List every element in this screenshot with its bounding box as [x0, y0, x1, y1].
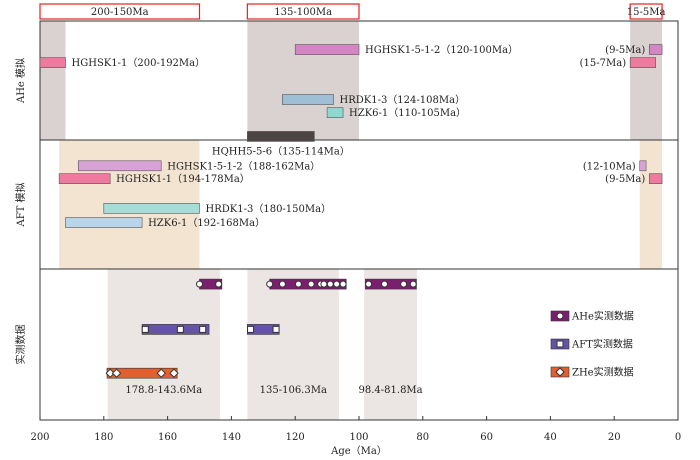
observed-data: 178.8-143.6Ma 135-106.3Ma 98.4-81.8Ma: [105, 278, 423, 396]
model-bar: [648, 173, 663, 184]
period-label: 200-150Ma: [91, 7, 149, 18]
data-point-circle: [339, 280, 347, 288]
legend: AHe实测数据 AFT实测数据 ZHe实测数据: [550, 310, 634, 379]
shaded-band: [639, 140, 663, 269]
legend-label: AFT实测数据: [571, 338, 633, 351]
shaded-band: [40, 21, 66, 140]
tick-label: 140: [222, 432, 241, 443]
data-point-circle: [326, 280, 334, 288]
model-bar: [103, 203, 200, 214]
period-label: 135-100Ma: [274, 7, 332, 18]
model-label: HRDK1-3（124-108Ma）: [339, 94, 465, 106]
model-label: (9-5Ma): [605, 174, 645, 185]
period-box: [246, 3, 360, 20]
period-headers: 200-150Ma 135-100Ma 15-5Ma: [39, 3, 666, 20]
panel-label: AFT 模拟: [14, 182, 27, 227]
data-point-diamond: [111, 368, 122, 378]
tick-label: 80: [416, 432, 429, 443]
data-point-circle: [556, 312, 564, 320]
model-bars: HGHSK1-1（200-192Ma） HGHSK1-5-1-2（120-100M…: [39, 44, 663, 229]
data-point-circle: [333, 280, 341, 288]
model-label: HZK6-1（192-168Ma）: [148, 217, 265, 229]
model-bar: [58, 173, 111, 184]
observed-bar: [365, 278, 417, 290]
data-point-square: [556, 340, 564, 348]
period-box: [629, 3, 663, 20]
panel-label: AHe 模拟: [14, 58, 27, 104]
shaded-band: [364, 269, 418, 420]
data-point-circle: [196, 280, 203, 288]
data-point-diamond: [555, 367, 565, 377]
observed-bar: [141, 324, 210, 335]
model-bar: [39, 57, 66, 68]
tick-label: 180: [94, 432, 113, 443]
data-point-square: [176, 325, 184, 333]
tick-label: 40: [544, 432, 557, 443]
model-label: HRDK1-3（180-150Ma）: [206, 203, 332, 215]
data-point-circle: [266, 280, 274, 288]
tick-label: 100: [349, 432, 368, 443]
data-point-circle: [215, 280, 223, 288]
model-label: HZK6-1（110-105Ma）: [349, 107, 466, 119]
model-label: HQHH5-5-6（135-114Ma）: [212, 145, 350, 157]
model-label: (9-5Ma): [605, 45, 645, 56]
data-point-circle: [381, 280, 389, 288]
data-point-circle: [307, 280, 315, 288]
period-box: [39, 3, 201, 20]
tick-label: 60: [480, 432, 493, 443]
model-bar: [629, 57, 656, 68]
range-label: 135-106.3Ma: [260, 385, 327, 396]
data-point-square: [247, 325, 255, 333]
data-point-diamond: [169, 368, 179, 378]
model-bar: [65, 217, 143, 228]
range-label: 178.8-143.6Ma: [125, 385, 202, 396]
range-label: 98.4-81.8Ma: [359, 385, 423, 396]
model-label: HGHSK1-5-1-2（188-162Ma）: [167, 160, 320, 172]
tick-label: 0: [675, 432, 681, 443]
data-point-square: [272, 325, 280, 333]
panel-label: 实测数据: [14, 325, 27, 365]
model-bar: [639, 160, 647, 172]
model-label: HGHSK1-1（194-178Ma）: [116, 173, 250, 185]
data-point-circle: [294, 280, 302, 288]
model-bar: [282, 94, 334, 105]
model-bar: [247, 131, 315, 142]
model-label: HGHSK1-5-1-2（120-100Ma）: [365, 44, 518, 56]
data-point-circle: [400, 280, 408, 288]
model-label: HGHSK1-1（200-192Ma）: [72, 57, 206, 69]
data-point-diamond: [105, 368, 115, 378]
model-bar: [77, 160, 162, 172]
shaded-band: [247, 269, 339, 420]
shaded-band: [247, 21, 359, 140]
data-point-diamond: [156, 368, 166, 378]
tick-label: 120: [286, 432, 305, 443]
period-label: 15-5Ma: [627, 7, 666, 18]
tick-label: 200: [30, 432, 49, 443]
shaded-band: [630, 21, 663, 140]
model-bar: [326, 107, 344, 118]
model-bar: [294, 44, 360, 55]
legend-label: AHe实测数据: [571, 310, 634, 323]
tick-label: 20: [608, 432, 621, 443]
data-point-circle: [278, 280, 286, 288]
data-point-square: [141, 325, 149, 333]
tick-label: 160: [158, 432, 177, 443]
shaded-band: [107, 269, 220, 420]
model-bar: [648, 44, 663, 55]
x-axis-title: Age（Ma）: [330, 445, 387, 457]
legend-label: ZHe实测数据: [572, 366, 634, 379]
model-label: (15-7Ma): [580, 58, 627, 69]
data-point-circle: [409, 280, 417, 288]
data-point-circle: [320, 280, 328, 288]
model-label: (12-10Ma): [583, 161, 636, 172]
data-point-circle: [365, 280, 373, 288]
data-point-square: [199, 325, 207, 333]
